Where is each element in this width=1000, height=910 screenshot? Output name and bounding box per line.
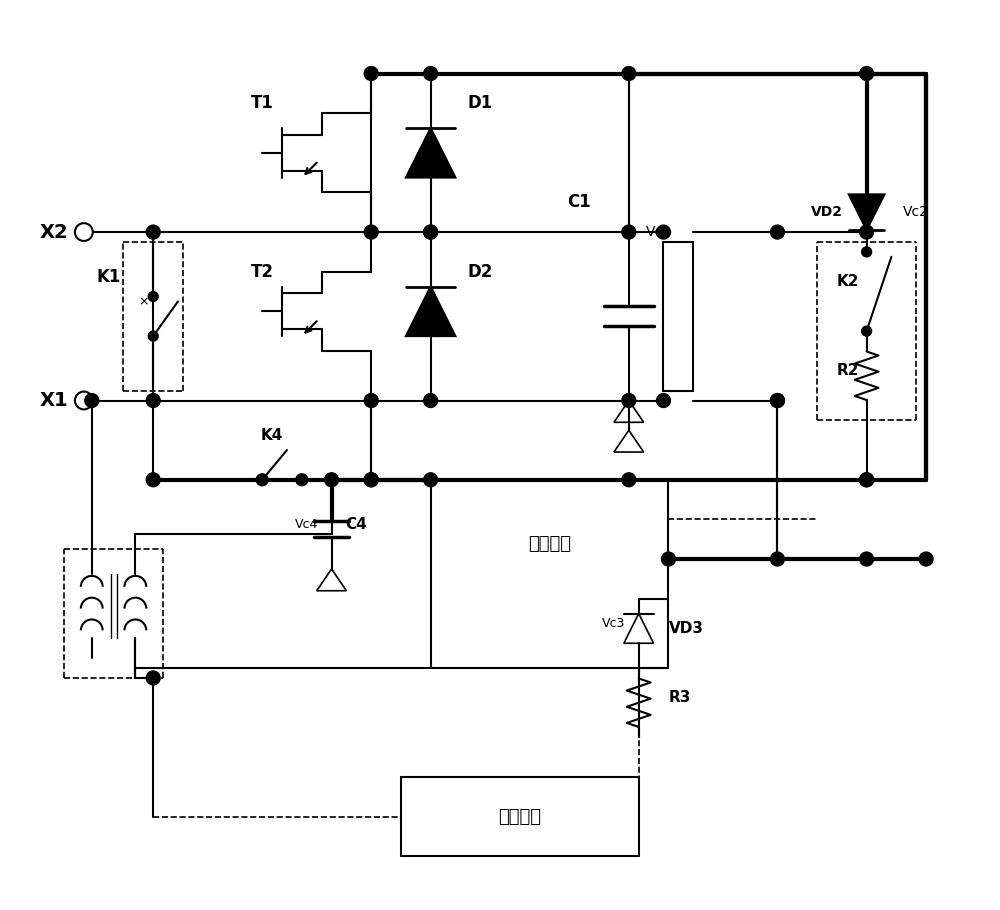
- Text: X2: X2: [40, 223, 68, 241]
- Text: K1: K1: [96, 268, 121, 286]
- Text: Vc1: Vc1: [646, 225, 672, 239]
- Circle shape: [75, 223, 93, 241]
- Circle shape: [919, 552, 933, 566]
- Text: R3: R3: [668, 691, 691, 705]
- Circle shape: [424, 66, 438, 80]
- Circle shape: [148, 228, 158, 237]
- Text: C4: C4: [345, 517, 367, 531]
- Text: D1: D1: [468, 95, 493, 112]
- Circle shape: [770, 393, 784, 408]
- Text: Vc2: Vc2: [903, 206, 929, 219]
- Circle shape: [860, 473, 874, 487]
- Circle shape: [770, 393, 784, 408]
- Text: ×: ×: [138, 295, 149, 308]
- Circle shape: [148, 291, 158, 301]
- Circle shape: [364, 66, 378, 80]
- Text: D2: D2: [467, 263, 493, 280]
- Circle shape: [424, 225, 438, 239]
- Circle shape: [364, 473, 378, 487]
- Polygon shape: [406, 287, 455, 336]
- Circle shape: [148, 331, 158, 341]
- Text: T1: T1: [251, 95, 274, 112]
- Circle shape: [622, 393, 636, 408]
- Text: Vc3: Vc3: [602, 617, 626, 630]
- Circle shape: [860, 473, 874, 487]
- Circle shape: [424, 225, 438, 239]
- Circle shape: [325, 473, 338, 487]
- Circle shape: [424, 393, 438, 408]
- Circle shape: [622, 225, 636, 239]
- Circle shape: [424, 473, 438, 487]
- Text: Vc4: Vc4: [295, 518, 318, 531]
- Circle shape: [622, 66, 636, 80]
- Circle shape: [364, 473, 378, 487]
- Text: C1: C1: [567, 193, 591, 211]
- Text: T2: T2: [251, 263, 274, 280]
- Circle shape: [75, 391, 93, 410]
- Circle shape: [146, 225, 160, 239]
- Circle shape: [657, 393, 670, 408]
- Text: K4: K4: [261, 428, 283, 442]
- Circle shape: [860, 66, 874, 80]
- Circle shape: [364, 225, 378, 239]
- Circle shape: [862, 247, 872, 257]
- Circle shape: [657, 225, 670, 239]
- Circle shape: [148, 396, 158, 406]
- Circle shape: [85, 393, 99, 408]
- Polygon shape: [406, 128, 455, 177]
- Circle shape: [364, 393, 378, 408]
- Text: VD3: VD3: [668, 621, 703, 636]
- Circle shape: [146, 671, 160, 685]
- Circle shape: [770, 225, 784, 239]
- Circle shape: [770, 552, 784, 566]
- Text: K2: K2: [837, 274, 859, 289]
- Circle shape: [296, 474, 308, 486]
- Circle shape: [662, 552, 675, 566]
- Text: VD2: VD2: [811, 206, 843, 219]
- Circle shape: [146, 473, 160, 487]
- Circle shape: [862, 326, 872, 336]
- Polygon shape: [849, 195, 884, 230]
- Circle shape: [860, 225, 874, 239]
- Text: 电源板卡: 电源板卡: [528, 535, 571, 553]
- Circle shape: [860, 552, 874, 566]
- Circle shape: [622, 473, 636, 487]
- Text: R2: R2: [837, 363, 859, 379]
- Text: 控制板卡: 控制板卡: [498, 808, 541, 825]
- Text: X1: X1: [40, 391, 68, 410]
- Circle shape: [146, 393, 160, 408]
- Circle shape: [256, 474, 268, 486]
